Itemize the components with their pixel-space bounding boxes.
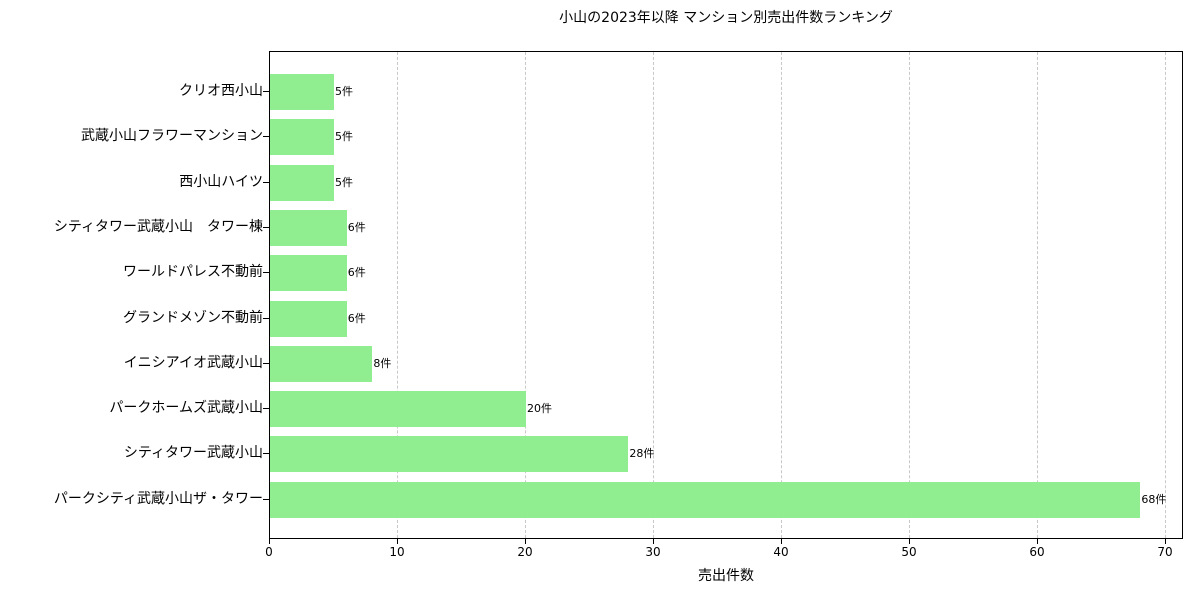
gridline — [909, 52, 910, 538]
gridline — [1165, 52, 1166, 538]
bar-value-label: 28件 — [629, 447, 655, 461]
gridline — [525, 52, 526, 538]
bar — [270, 164, 334, 201]
bar-value-label: 6件 — [347, 220, 366, 234]
bar-value-label: 5件 — [335, 175, 353, 189]
y-tick-label: パークシティ武蔵小山ザ・タワー — [53, 490, 263, 507]
gridline — [781, 52, 782, 538]
gridline — [397, 52, 398, 538]
bar — [270, 300, 347, 337]
bar — [270, 255, 347, 292]
y-tick — [263, 136, 269, 138]
gridline — [653, 52, 654, 538]
y-tick-label: シティタワー武蔵小山 タワー棟 — [53, 218, 263, 235]
y-tick — [263, 272, 269, 274]
bar — [270, 436, 629, 473]
x-tick-label: 50 — [901, 545, 917, 559]
y-tick-label: クリオ西小山 — [179, 83, 263, 99]
x-tick — [525, 539, 526, 544]
y-tick-label: シティタワー武蔵小山 — [123, 445, 263, 462]
bar-value-label: 68件 — [1141, 492, 1167, 506]
bar — [270, 345, 373, 382]
x-tick-label: 0 — [265, 545, 273, 559]
bar — [270, 119, 334, 156]
y-tick-label: ワールドパレス不動前 — [123, 264, 263, 281]
bar-value-label: 8件 — [373, 356, 392, 370]
bar-value-label: 5件 — [335, 130, 353, 144]
x-tick-label: 10 — [389, 545, 405, 559]
x-tick — [269, 539, 270, 544]
y-tick — [263, 498, 269, 500]
y-tick-label: 武蔵小山フラワーマンション — [81, 128, 263, 145]
y-tick-label: 西小山ハイツ — [179, 173, 263, 190]
x-tick — [909, 539, 910, 544]
y-tick — [263, 362, 269, 364]
x-tick — [1165, 539, 1166, 544]
bar — [270, 481, 1141, 518]
x-tick — [397, 539, 398, 544]
bar — [270, 74, 334, 110]
x-tick-label: 30 — [645, 545, 661, 559]
y-tick — [263, 91, 269, 92]
x-tick — [653, 539, 654, 544]
x-tick-label: 40 — [773, 545, 789, 559]
y-tick-label: パークホームズ武蔵小山 — [109, 400, 263, 417]
plot-area: 5件 5件 5件 6件 6件 6件 8件 20件 28件 68件 — [269, 51, 1183, 539]
gridline — [1037, 52, 1038, 538]
x-tick-label: 20 — [517, 545, 533, 559]
y-tick-label: グランドメゾン不動前 — [123, 309, 263, 326]
x-tick-label: 60 — [1029, 545, 1045, 559]
y-tick — [263, 453, 269, 455]
y-tick — [263, 181, 269, 183]
y-tick — [263, 317, 269, 319]
chart-title: 小山の2023年以降 マンション別売出件数ランキング — [559, 10, 893, 26]
bar-value-label: 6件 — [347, 266, 366, 280]
x-tick — [781, 539, 782, 544]
x-axis-label: 売出件数 — [698, 568, 754, 584]
y-tick — [263, 226, 269, 228]
y-tick — [263, 408, 269, 410]
bar — [270, 391, 526, 428]
bar — [270, 209, 347, 246]
bar-value-label: 20件 — [527, 402, 552, 416]
bar-value-label: 5件 — [335, 85, 353, 98]
x-tick-label: 70 — [1157, 545, 1173, 559]
y-tick-label: イニシアイオ武蔵小山 — [123, 354, 263, 371]
x-tick — [1037, 539, 1038, 544]
bar-value-label: 6件 — [347, 311, 366, 325]
